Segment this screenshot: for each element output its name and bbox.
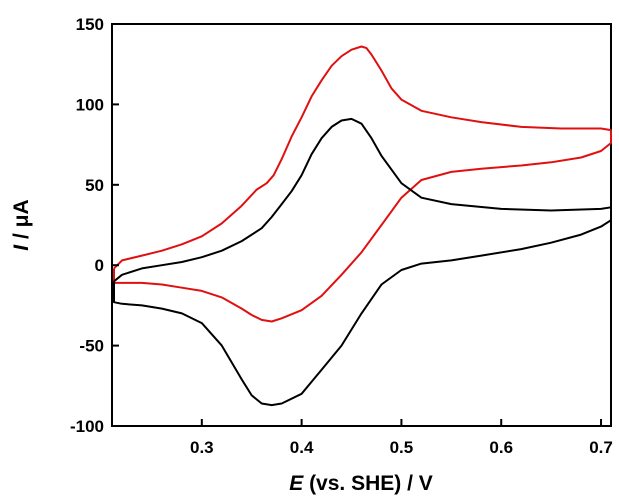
y-tick-label: 0 <box>95 256 104 275</box>
x-tick-label: 0.5 <box>390 438 414 457</box>
x-tick-label: 0.4 <box>290 438 314 457</box>
y-axis-title: I / μA <box>10 199 33 250</box>
y-tick-label: 100 <box>76 95 104 114</box>
y-axis-ticks: -100 -50 0 50 100 150 <box>70 15 119 436</box>
series-line-2 <box>113 117 612 407</box>
y-axis-title-text: / μA <box>10 199 33 245</box>
y-tick-label: 50 <box>85 176 104 195</box>
x-axis-ticks: 0.3 0.4 0.5 0.6 0.7 <box>190 419 613 457</box>
series-line-1 <box>113 45 612 323</box>
x-axis-title: E (vs. SHE) / V <box>289 472 433 495</box>
x-axis-title-text: (vs. SHE) / V <box>303 472 433 495</box>
x-tick-label: 0.3 <box>190 438 214 457</box>
series-layer <box>113 45 612 407</box>
plot-frame <box>111 23 612 427</box>
x-tick-label: 0.6 <box>489 438 513 457</box>
x-axis-title-symbol: E <box>289 472 304 495</box>
y-tick-label: -50 <box>79 337 104 356</box>
y-tick-label: 150 <box>76 15 104 34</box>
y-tick-label: -100 <box>70 417 104 436</box>
x-tick-label: 0.7 <box>589 438 613 457</box>
y-axis-title-symbol: I <box>10 244 33 251</box>
